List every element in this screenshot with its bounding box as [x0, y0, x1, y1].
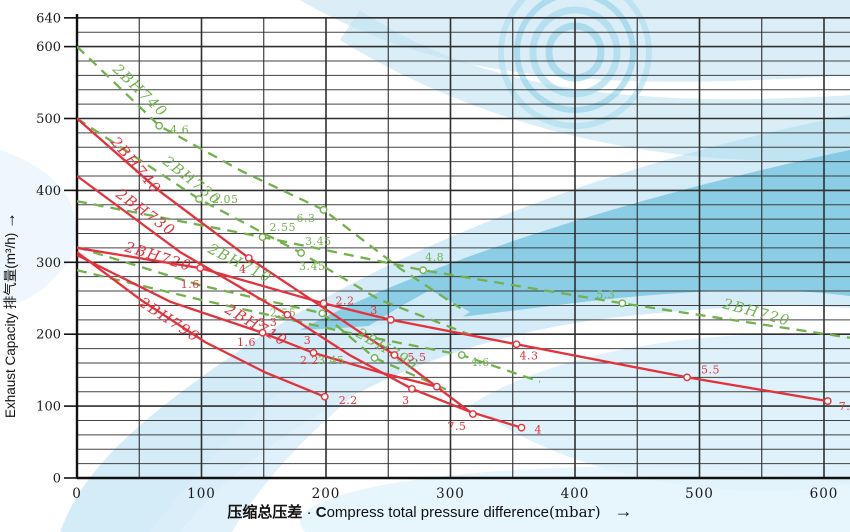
marker-r720	[512, 340, 521, 349]
y-tick-label: 400	[36, 184, 61, 199]
annotation-label: 2.2	[300, 354, 319, 367]
marker-r740	[469, 410, 477, 418]
marker-g710	[370, 354, 379, 362]
y-tick-label: 300	[36, 256, 61, 271]
y-tick-label: 600	[36, 40, 61, 55]
marker-r730	[408, 384, 416, 393]
marker-label-r730: 4	[534, 424, 542, 437]
marker-g790	[457, 351, 466, 359]
marker-r720	[196, 264, 205, 272]
marker-label-g740: 4.6	[170, 124, 189, 137]
bg-top-wash2	[340, 10, 850, 162]
marker-label-g720: 2.55	[270, 221, 297, 234]
marker-r720	[683, 373, 691, 382]
curve-r790	[77, 251, 326, 398]
x-tick-label: 200	[312, 486, 341, 502]
y-tick-label: 640	[36, 11, 61, 26]
x-tick-label: 500	[685, 486, 714, 502]
marker-label-g730: 2.05	[212, 193, 239, 206]
bg-bottom-right-cloud	[470, 333, 850, 491]
marker-g730	[297, 249, 305, 257]
series-name-r740: 2BH740	[106, 134, 163, 198]
marker-g740	[155, 121, 164, 130]
curve-g710	[77, 246, 449, 392]
marker-label-g720: 4.8	[425, 251, 444, 264]
marker-r740	[244, 254, 253, 262]
x-tick-label: 600	[810, 486, 839, 502]
marker-label-r740: 4	[239, 263, 247, 276]
marker-label-g790: 4.6	[471, 356, 490, 369]
marker-label-r720: 7.5	[839, 400, 850, 413]
marker-r710	[432, 382, 441, 391]
marker-label-r740: 7.5	[447, 420, 466, 433]
marker-label-r720: 2.2	[336, 294, 355, 307]
marker-r790	[320, 392, 329, 401]
marker-r730	[517, 423, 526, 432]
marker-label-r710: 1.6	[237, 336, 256, 349]
x-tick-label: 100	[187, 486, 216, 502]
marker-r720	[319, 299, 328, 308]
grid	[64, 14, 850, 480]
curve-r710	[77, 254, 438, 388]
y-tick-label: 0	[53, 472, 61, 487]
y-tick-label: 100	[36, 400, 61, 415]
marker-r720	[823, 397, 832, 405]
x-tick-label: 0	[72, 486, 82, 502]
series-name-r730: 2BH730	[112, 186, 178, 240]
marker-label-r730: 3	[402, 394, 410, 407]
marker-g720	[419, 266, 428, 275]
marker-label-r720: 5.5	[701, 363, 720, 376]
y-axis-title: Exhaust Capacity 排气量(m³/h) →	[0, 212, 19, 418]
marker-r710	[258, 328, 267, 337]
marker-label-r740: 5.5	[407, 351, 426, 364]
marker-r740	[390, 351, 399, 359]
marker-r730	[283, 310, 292, 319]
marker-label-r720: 4.3	[519, 349, 538, 362]
marker-label-r710: 3	[304, 334, 312, 347]
x-tick-label: 300	[436, 486, 465, 502]
series-name-r720: 2BH720	[122, 239, 194, 275]
marker-label-g740: 6.3	[297, 212, 316, 225]
x-axis-title: 压缩总压差 · Compress total pressure differen…	[227, 501, 632, 521]
tick-labels: 0 100 200 300 400 500 600 640 0 100 200 300 400 500 60…	[36, 11, 839, 502]
marker-g730	[195, 195, 203, 203]
curve-r740	[77, 117, 474, 415]
annotation-label: 3.45	[299, 260, 326, 273]
x-tick-label: 400	[561, 486, 590, 502]
y-tick-label: 500	[36, 112, 61, 127]
y-tick-label: 200	[36, 328, 61, 343]
marker-g740	[319, 205, 328, 214]
marker-label-r720: 1.6	[181, 278, 200, 291]
marker-r720	[386, 315, 395, 324]
marker-label-r730: 3.3	[258, 316, 277, 329]
marker-label-g730: 3.45	[305, 235, 332, 248]
marker-label-g710: 3.45	[318, 354, 345, 367]
marker-label-g720: 5.3	[596, 288, 615, 301]
marker-r710	[309, 348, 318, 357]
bg-bottom-cloud	[300, 467, 850, 532]
bg-light-ray	[150, 290, 470, 532]
curve-g720	[77, 200, 850, 339]
curve-g790	[77, 269, 541, 383]
marker-g720	[618, 299, 627, 308]
marker-label-r720: 3	[370, 304, 378, 317]
bg-left-wisp	[0, 150, 77, 304]
marker-g710	[318, 309, 327, 318]
marker-g720	[258, 233, 267, 242]
marker-label-r790: 2.2	[339, 394, 358, 407]
